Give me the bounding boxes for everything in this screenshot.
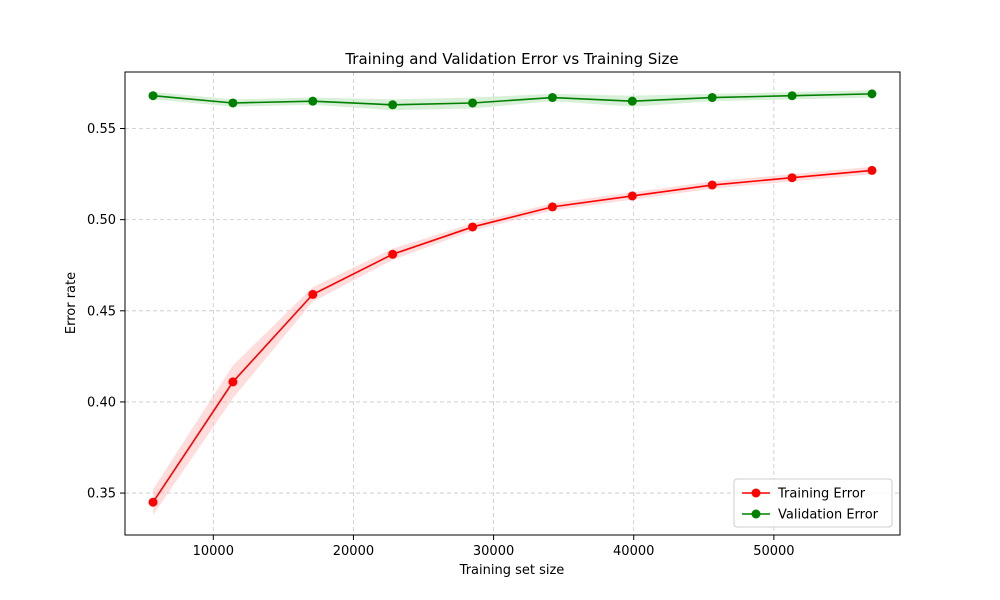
validation-error-point xyxy=(148,91,158,101)
validation-error-point xyxy=(867,89,877,99)
legend-validation-error-marker xyxy=(751,509,761,519)
validation-error-point xyxy=(308,96,318,106)
grid xyxy=(125,72,900,535)
chart-title: Training and Validation Error vs Trainin… xyxy=(344,50,678,68)
validation-error-point xyxy=(787,91,797,101)
x-tick-label: 20000 xyxy=(333,544,374,559)
y-tick-label: 0.40 xyxy=(87,395,116,410)
x-tick-label: 50000 xyxy=(753,544,794,559)
x-axis-ticks: 10000 20000 30000 40000 50000 xyxy=(193,535,795,559)
training-error-point xyxy=(787,173,797,183)
series-points xyxy=(148,89,877,507)
legend-box xyxy=(733,478,893,528)
training-error-point xyxy=(148,497,158,507)
y-axis-label: Error rate xyxy=(64,272,79,334)
legend-training-error-marker xyxy=(751,488,761,498)
x-tick-label: 10000 xyxy=(193,544,234,559)
validation-error-point xyxy=(547,93,557,103)
training-error-point xyxy=(627,191,637,201)
x-tick-label: 40000 xyxy=(613,544,654,559)
training-error-point xyxy=(707,180,717,190)
training-error-line xyxy=(152,169,873,503)
training-error-point xyxy=(867,165,877,175)
training-error-point xyxy=(228,377,238,387)
series-lines xyxy=(152,93,873,503)
legend: Training Error Validation Error xyxy=(733,478,893,528)
y-tick-label: 0.55 xyxy=(87,122,116,137)
y-axis-ticks: 0.35 0.40 0.45 0.50 0.55 xyxy=(87,122,125,502)
legend-training-error-label: Training Error xyxy=(777,487,866,502)
y-tick-label: 0.50 xyxy=(87,213,116,228)
validation-error-line xyxy=(152,93,872,106)
training-error-point xyxy=(308,289,318,299)
y-tick-label: 0.35 xyxy=(87,487,116,502)
validation-error-point xyxy=(228,98,238,108)
validation-error-point xyxy=(468,98,478,108)
x-tick-label: 30000 xyxy=(473,544,514,559)
y-tick-label: 0.45 xyxy=(87,304,116,319)
validation-error-point xyxy=(627,96,637,106)
plot-frame xyxy=(124,71,901,536)
validation-error-point xyxy=(388,100,398,110)
training-error-band xyxy=(153,166,872,515)
training-error-point xyxy=(388,249,398,259)
x-axis-label: Training set size xyxy=(459,563,565,578)
legend-validation-error-label: Validation Error xyxy=(778,508,879,523)
confidence-bands xyxy=(153,90,872,515)
training-error-point xyxy=(468,222,478,232)
training-error-point xyxy=(547,202,557,212)
validation-error-point xyxy=(707,93,717,103)
